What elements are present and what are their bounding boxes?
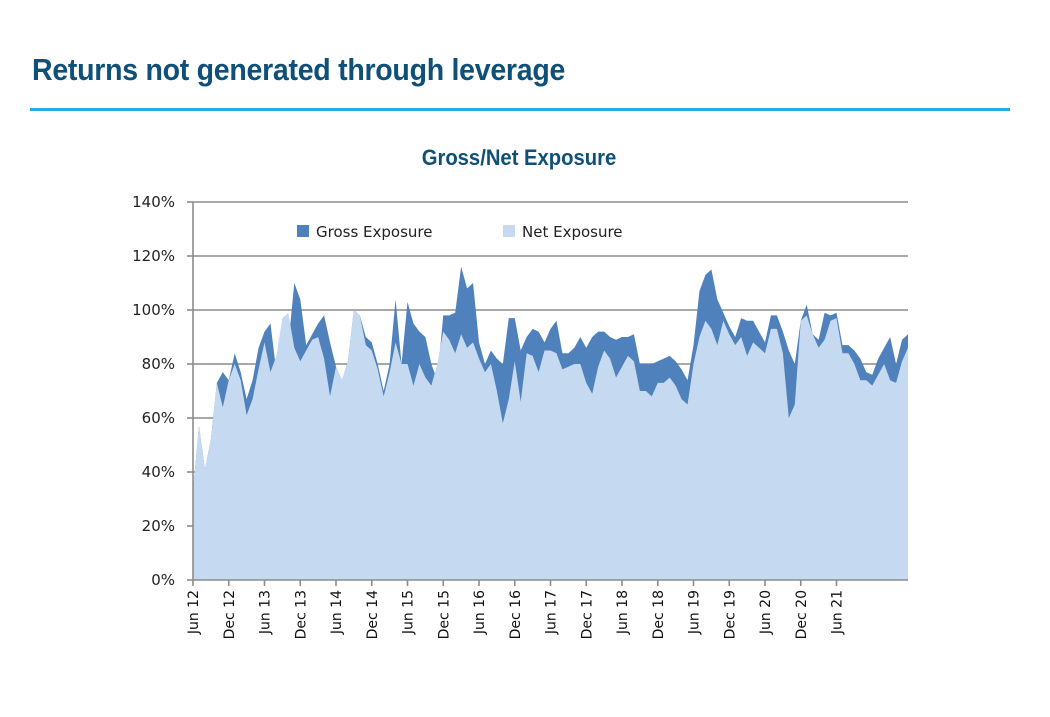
y-tick-label: 0% [151, 571, 175, 589]
x-tick-label: Jun 18 [615, 590, 631, 635]
x-tick-label: Dec 19 [722, 590, 738, 639]
y-tick-label: 80% [142, 355, 175, 373]
x-tick-label: Dec 16 [508, 590, 524, 639]
legend-label-gross: Gross Exposure [316, 223, 432, 241]
page-title: Returns not generated through leverage [32, 52, 566, 87]
x-tick-label: Dec 18 [651, 590, 667, 639]
legend-swatch-gross [297, 225, 309, 237]
x-tick-label: Jun 21 [830, 590, 846, 635]
x-tick-label: Dec 15 [436, 590, 452, 639]
x-tick-label: Jun 19 [687, 590, 703, 635]
y-axis-ticks: 0% 20% 40% 60% 80% 100% 120% 140% [132, 193, 193, 589]
legend-label-net: Net Exposure [522, 223, 623, 241]
x-tick-label: Jun 17 [544, 590, 560, 635]
x-tick-label: Jun 14 [329, 590, 345, 635]
x-tick-label: Dec 13 [293, 590, 309, 639]
title-divider [30, 108, 1010, 111]
x-tick-label: Jun 20 [758, 590, 774, 635]
y-tick-label: 100% [132, 301, 175, 319]
y-tick-label: 140% [132, 193, 175, 211]
x-axis-ticks: Jun 12 Dec 12 Jun 13 Dec 13 Jun 14 Dec 14 Jun … [186, 580, 846, 639]
y-tick-label: 20% [142, 517, 175, 535]
x-tick-label: Jun 13 [258, 590, 274, 635]
x-tick-label: Jun 16 [472, 590, 488, 635]
y-tick-label: 40% [142, 463, 175, 481]
x-tick-label: Dec 12 [222, 590, 238, 639]
net-exposure-area [193, 310, 908, 580]
area-series [193, 266, 908, 580]
y-tick-label: 60% [142, 409, 175, 427]
x-tick-label: Dec 17 [579, 590, 595, 639]
x-tick-label: Jun 12 [186, 590, 202, 635]
legend-swatch-net [503, 225, 515, 237]
y-tick-label: 120% [132, 247, 175, 265]
legend: Gross Exposure Net Exposure [297, 223, 623, 241]
x-tick-label: Dec 14 [365, 590, 381, 639]
x-tick-label: Dec 20 [794, 590, 810, 639]
x-tick-label: Jun 15 [401, 590, 417, 635]
chart-title: Gross/Net Exposure [421, 145, 617, 170]
